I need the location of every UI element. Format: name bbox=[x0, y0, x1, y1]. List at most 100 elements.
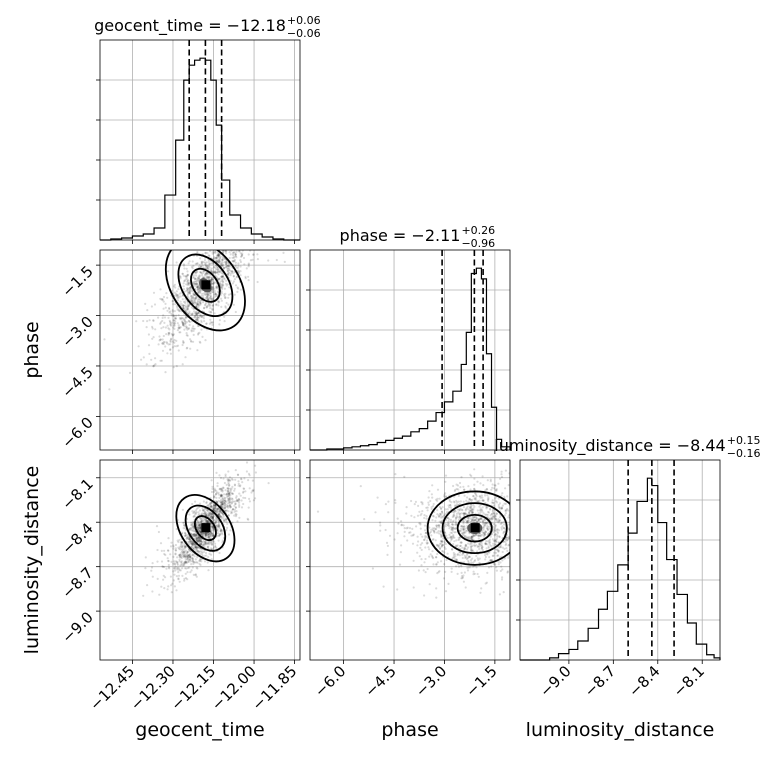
sample-point bbox=[208, 513, 211, 516]
sample-point bbox=[484, 582, 487, 585]
sample-point bbox=[499, 544, 502, 547]
sample-point bbox=[215, 511, 218, 514]
sample-point bbox=[218, 496, 221, 499]
sample-point bbox=[210, 528, 213, 531]
sample-point bbox=[226, 504, 229, 507]
sample-point bbox=[462, 512, 465, 515]
sample-point bbox=[487, 511, 491, 514]
sample-point bbox=[211, 288, 214, 291]
sample-point bbox=[207, 265, 211, 268]
sample-point bbox=[187, 541, 190, 544]
sample-point bbox=[182, 264, 186, 267]
sample-point bbox=[254, 471, 257, 474]
sample-point bbox=[207, 533, 210, 536]
sample-point bbox=[406, 539, 409, 542]
sample-point bbox=[223, 498, 226, 501]
sample-point bbox=[497, 518, 500, 521]
sample-point bbox=[181, 321, 184, 324]
sample-point bbox=[227, 510, 230, 513]
sample-point bbox=[207, 278, 211, 281]
sample-point bbox=[204, 293, 207, 296]
sample-point bbox=[218, 523, 221, 527]
sample-point bbox=[455, 558, 458, 561]
sample-point bbox=[233, 219, 235, 221]
sample-point bbox=[223, 320, 226, 323]
sample-point bbox=[195, 286, 198, 289]
sample-point bbox=[189, 289, 192, 292]
sample-point bbox=[213, 270, 216, 273]
sample-point bbox=[218, 253, 221, 257]
sample-point bbox=[478, 545, 481, 548]
sample-point bbox=[211, 297, 214, 300]
sample-point bbox=[211, 515, 214, 518]
sample-point bbox=[541, 572, 543, 574]
sample-point bbox=[222, 486, 225, 489]
sample-point bbox=[190, 300, 193, 303]
sample-point bbox=[236, 247, 238, 249]
sample-point bbox=[194, 280, 197, 283]
sample-point bbox=[400, 544, 403, 547]
sample-point bbox=[217, 300, 220, 303]
sample-point bbox=[459, 544, 462, 548]
sample-point bbox=[177, 574, 181, 577]
sample-point bbox=[199, 558, 202, 561]
sample-point bbox=[180, 541, 183, 544]
sample-point bbox=[485, 527, 489, 530]
sample-point bbox=[422, 569, 425, 572]
sample-point bbox=[205, 554, 208, 557]
sample-point bbox=[247, 262, 250, 265]
sample-point bbox=[214, 507, 217, 510]
sample-point bbox=[434, 528, 438, 531]
sample-point bbox=[467, 559, 470, 563]
sample-point bbox=[515, 526, 517, 528]
sample-point bbox=[192, 560, 195, 564]
sample-point bbox=[455, 499, 458, 502]
sample-point bbox=[493, 529, 496, 532]
sample-points bbox=[103, 219, 286, 391]
sample-point bbox=[197, 303, 200, 306]
sample-point bbox=[201, 509, 205, 512]
sample-point bbox=[228, 497, 231, 500]
sample-point bbox=[490, 517, 493, 520]
sample-point bbox=[203, 554, 206, 557]
sample-point bbox=[182, 551, 185, 554]
sample-point bbox=[159, 542, 163, 545]
sample-point bbox=[172, 333, 175, 336]
sample-point bbox=[440, 510, 444, 513]
sample-point bbox=[199, 300, 202, 303]
sample-point bbox=[187, 553, 190, 556]
sample-point bbox=[177, 327, 180, 330]
sample-point bbox=[495, 548, 498, 551]
sample-point bbox=[189, 540, 193, 543]
sample-point bbox=[185, 316, 188, 319]
sample-point bbox=[217, 301, 220, 304]
sample-point bbox=[489, 514, 492, 517]
sample-point bbox=[207, 302, 210, 305]
sample-point bbox=[423, 561, 426, 564]
sample-point bbox=[215, 525, 218, 528]
sample-point bbox=[455, 516, 458, 520]
sample-point bbox=[486, 525, 489, 528]
sample-point bbox=[169, 338, 173, 341]
sample-point bbox=[440, 510, 444, 513]
sample-point bbox=[444, 532, 447, 535]
sample-point bbox=[186, 308, 189, 311]
sample-point bbox=[524, 528, 526, 530]
sample-point bbox=[146, 309, 149, 312]
sample-point bbox=[468, 498, 471, 501]
sample-point bbox=[182, 527, 185, 530]
sample-point bbox=[497, 549, 500, 552]
sample-point bbox=[212, 285, 215, 288]
sample-point bbox=[186, 555, 190, 558]
sample-point bbox=[486, 553, 489, 556]
sample-point bbox=[432, 502, 435, 506]
sample-point bbox=[194, 509, 198, 512]
sample-point bbox=[221, 246, 223, 248]
sample-point bbox=[487, 546, 490, 549]
sample-point bbox=[186, 550, 189, 553]
sample-point bbox=[468, 505, 471, 508]
sample-point bbox=[219, 500, 222, 503]
sample-point bbox=[316, 510, 320, 513]
sample-point bbox=[220, 501, 223, 504]
sample-point bbox=[432, 529, 435, 532]
